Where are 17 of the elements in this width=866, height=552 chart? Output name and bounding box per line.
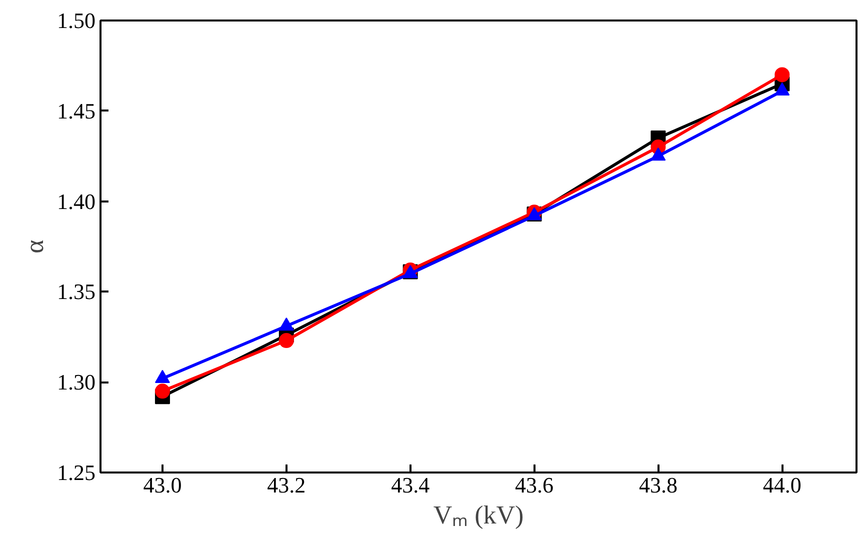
x-axis-title: Vₘ (kV) [433,500,524,530]
x-tick-label: 43.4 [391,472,430,498]
y-tick-label: 1.30 [57,370,96,395]
x-tick-label: 43.2 [267,472,306,498]
x-tick-label: 43.8 [638,472,678,498]
point [774,67,790,82]
y-axis-title: α [20,239,49,254]
x-tick-label: 43.0 [143,472,182,498]
x-tick-label: 43.6 [515,472,554,498]
x-tick-label: 44.0 [762,472,802,498]
point [278,333,294,348]
y-tick-label: 1.35 [57,279,96,304]
y-tick-label: 1.40 [57,188,96,214]
y-tick-label: 1.25 [57,460,96,485]
point [154,384,170,399]
y-tick-label: 1.50 [57,8,96,33]
y-tick-label: 1.45 [57,98,96,124]
